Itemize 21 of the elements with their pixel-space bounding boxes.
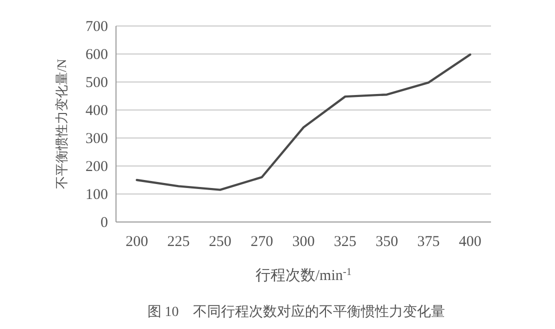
x-tick-label: 325 [334, 234, 356, 250]
y-tick-label: 600 [86, 47, 108, 63]
caption: 图 10 不同行程次数对应的不平衡惯性力变化量 [147, 304, 445, 320]
y-tick-label: 300 [86, 131, 108, 147]
y-tick-label: 700 [86, 19, 108, 35]
y-tick-label: 500 [86, 75, 108, 91]
line-series [136, 53, 472, 191]
x-tick-label: 225 [167, 234, 190, 250]
y-axis-title: 不平衡惯性力变化量/N [54, 58, 69, 189]
x-tick-label: 350 [376, 234, 398, 250]
x-tick-label: 300 [292, 234, 315, 250]
x-tick-label: 375 [417, 234, 440, 250]
x-tick-label: 400 [458, 234, 482, 250]
y-tick-label: 400 [86, 103, 108, 119]
y-tick-label: 100 [86, 187, 108, 203]
x-axis-title: 行程次数/min$^{-1}$ [255, 266, 352, 284]
y-tick-label: 0 [100, 215, 108, 231]
x-tick-label: 250 [208, 234, 232, 250]
x-tick-label: 200 [126, 234, 148, 250]
x-tick-label: 270 [250, 234, 274, 250]
y-tick-label: 200 [86, 159, 108, 175]
